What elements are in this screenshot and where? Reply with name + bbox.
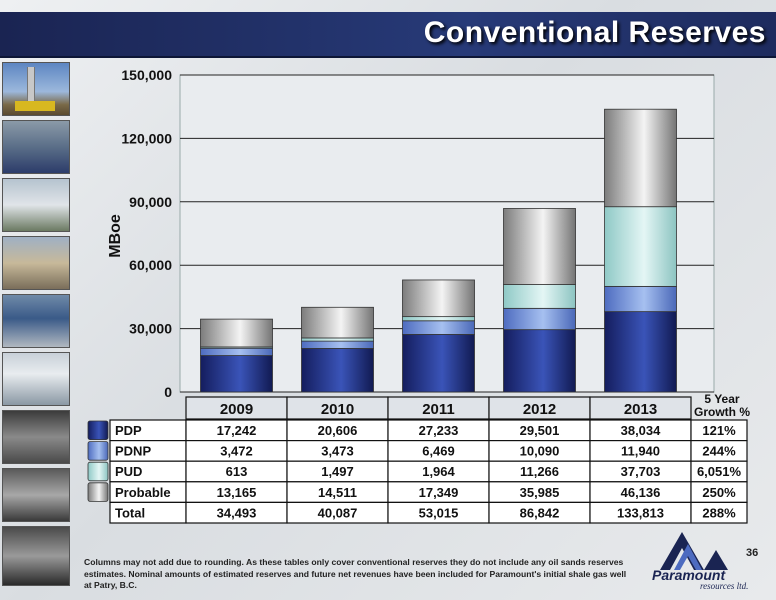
data-label: 17,349 [419, 485, 459, 500]
bar-probable-2013 [604, 108, 677, 208]
legend-label-pdnp: PDNP [115, 444, 151, 459]
bar-probable-2011 [402, 279, 475, 318]
bar-pdnp-2013 [604, 285, 677, 313]
data-label: 53,015 [419, 505, 459, 520]
bar-pdp-2013 [604, 311, 677, 393]
bar-pdnp-2009 [200, 347, 273, 356]
growth-value: 121% [702, 423, 736, 438]
drilling-rig-photo [2, 62, 70, 116]
paramount-logo: Paramount resources ltd. [640, 526, 770, 592]
growth-value: 6,051% [697, 464, 742, 479]
growth-value: 244% [702, 444, 736, 459]
bar-pdp-2012 [503, 329, 576, 393]
data-label: 29,501 [520, 423, 560, 438]
bar-pdnp-2010 [301, 340, 374, 349]
y-tick-label: 120,000 [121, 130, 172, 146]
bar-pud-2013 [604, 206, 677, 287]
legend-swatch-pdp [87, 420, 109, 441]
page-title: Conventional Reserves [423, 16, 766, 49]
data-label: 3,473 [321, 444, 354, 459]
category-cell [589, 396, 692, 420]
legend-swatch-probable [87, 482, 109, 502]
data-label: 35,985 [520, 485, 560, 500]
data-label: 86,842 [520, 505, 560, 520]
data-label: 10,090 [520, 444, 560, 459]
bar-pud-2012 [503, 284, 576, 309]
data-label: 27,233 [419, 423, 459, 438]
storage-tank-photo [2, 352, 70, 406]
logo-subtitle: resources ltd. [700, 581, 749, 591]
data-label: 46,136 [621, 485, 661, 500]
bar-pdp-2010 [301, 348, 374, 393]
legend-swatch-pud [87, 461, 109, 482]
data-label: 17,242 [217, 423, 257, 438]
valve-photo [2, 526, 70, 586]
y-tick-label: 30,000 [129, 321, 172, 337]
growth-value: 250% [702, 485, 736, 500]
legend-label-pud: PUD [115, 464, 142, 479]
x-tick-label: 2012 [523, 401, 556, 418]
legend-label-total: Total [115, 505, 145, 520]
y-tick-label: 60,000 [129, 257, 172, 273]
data-label: 11,266 [520, 464, 559, 479]
growth-header: 5 Year Growth % [694, 392, 750, 419]
bar-pud-2011 [402, 316, 475, 322]
gas-plant-photo [2, 236, 70, 290]
title-banner: Conventional Reserves [0, 12, 776, 58]
data-label: 40,087 [318, 505, 358, 520]
equipment-photo [2, 410, 70, 464]
bar-pdnp-2012 [503, 307, 576, 331]
logo-name: Paramount [652, 567, 726, 583]
y-axis-label: MBoe [107, 214, 124, 258]
processing-facility-photo [2, 294, 70, 348]
bar-probable-2009 [200, 318, 273, 348]
bar-probable-2010 [301, 306, 374, 339]
data-label: 13,165 [217, 485, 257, 500]
bar-probable-2012 [503, 208, 576, 285]
x-tick-label: 2010 [321, 401, 354, 418]
data-label: 14,511 [318, 485, 357, 500]
growth-value: 288% [702, 505, 736, 520]
y-tick-label: 90,000 [129, 194, 172, 210]
page-number: 36 [746, 547, 759, 559]
x-tick-label: 2009 [220, 401, 253, 418]
data-label: 133,813 [617, 505, 664, 520]
data-label: 38,034 [621, 423, 662, 438]
pipeline-photo [2, 178, 70, 232]
legend-label-pdp: PDP [115, 423, 142, 438]
bar-pdp-2011 [402, 334, 475, 393]
data-label: 37,703 [621, 464, 661, 479]
data-label: 6,469 [422, 444, 455, 459]
data-label: 34,493 [217, 505, 257, 520]
photo-strip [0, 62, 72, 592]
legend-swatch-pdnp [87, 441, 109, 461]
logo-mark-icon [660, 532, 728, 570]
data-label: 20,606 [318, 423, 358, 438]
data-label: 1,497 [321, 464, 354, 479]
bar-pdnp-2011 [402, 320, 475, 335]
data-label: 3,472 [220, 444, 253, 459]
compressor-station-photo [2, 120, 70, 174]
data-label: 11,940 [621, 444, 660, 459]
y-tick-label: 0 [164, 384, 172, 400]
data-label: 1,964 [422, 464, 455, 479]
footnote: Columns may not add due to rounding. As … [84, 557, 627, 590]
x-tick-label: 2013 [624, 401, 657, 418]
bar-pud-2010 [301, 337, 374, 342]
legend-label-probable: Probable [115, 485, 171, 500]
growth-cell [690, 501, 748, 524]
data-label: 613 [226, 464, 248, 479]
x-tick-label: 2011 [422, 401, 455, 418]
bar-pdp-2009 [200, 355, 273, 393]
machinery-photo [2, 468, 70, 522]
y-tick-label: 150,000 [121, 67, 172, 83]
